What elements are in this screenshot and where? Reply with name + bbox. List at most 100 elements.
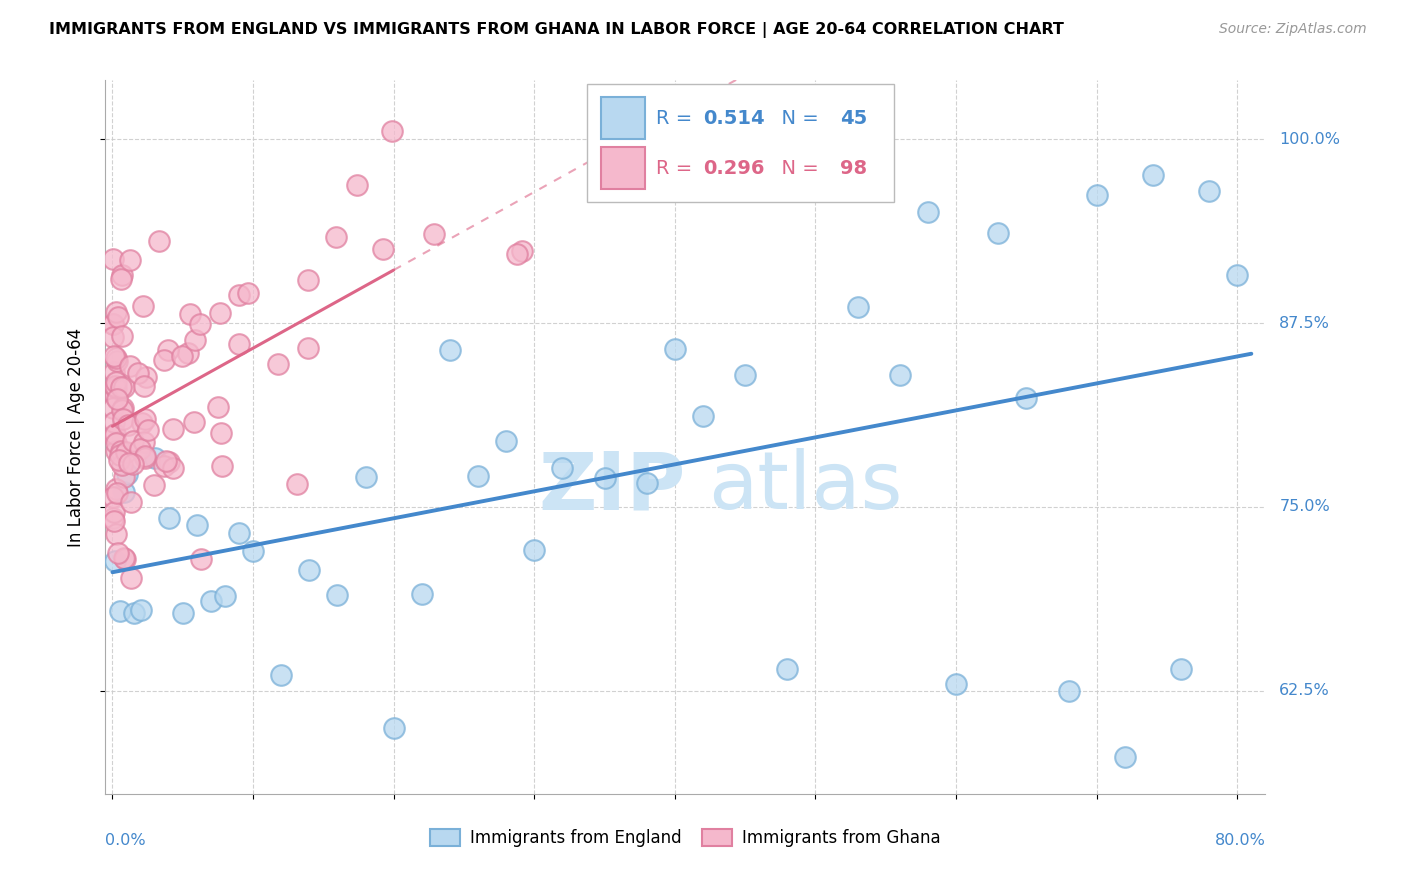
Point — [104, 554, 127, 568]
Bar — [600, 147, 645, 189]
Point — [692, 409, 714, 424]
Legend: Immigrants from England, Immigrants from Ghana: Immigrants from England, Immigrants from… — [423, 822, 948, 854]
Point — [157, 455, 180, 469]
Point — [734, 368, 756, 382]
Point — [228, 525, 250, 540]
Text: N =: N = — [769, 159, 825, 178]
Point — [776, 662, 799, 676]
Text: 0.296: 0.296 — [703, 159, 765, 178]
Point — [111, 329, 134, 343]
Text: 87.5%: 87.5% — [1279, 316, 1330, 331]
Point — [297, 273, 319, 287]
Text: 98: 98 — [839, 159, 868, 178]
Point — [636, 476, 658, 491]
Point — [107, 310, 129, 324]
Point — [162, 460, 184, 475]
Point — [104, 482, 127, 496]
Point — [287, 477, 309, 491]
Point — [987, 227, 1010, 241]
Point — [172, 606, 194, 620]
Point — [108, 604, 131, 618]
Point — [134, 450, 156, 465]
Point — [135, 370, 157, 384]
Point — [846, 301, 869, 315]
Point — [103, 429, 125, 443]
Point — [111, 412, 134, 426]
Point — [298, 563, 321, 577]
Point — [467, 468, 489, 483]
Point — [122, 457, 145, 471]
Point — [136, 423, 159, 437]
Point — [889, 368, 911, 383]
Point — [177, 346, 200, 360]
Point — [104, 305, 127, 319]
Point — [129, 603, 152, 617]
Point — [1057, 684, 1080, 698]
Point — [108, 452, 131, 467]
Point — [214, 589, 236, 603]
Point — [162, 422, 184, 436]
Y-axis label: In Labor Force | Age 20-64: In Labor Force | Age 20-64 — [66, 327, 84, 547]
Text: R =: R = — [657, 159, 699, 178]
Point — [111, 403, 134, 417]
Point — [115, 467, 138, 481]
Point — [945, 676, 967, 690]
Point — [131, 416, 153, 430]
Point — [157, 511, 180, 525]
Point — [228, 287, 250, 301]
Point — [132, 299, 155, 313]
Text: 75.0%: 75.0% — [1279, 500, 1330, 515]
Text: 0.0%: 0.0% — [105, 833, 146, 848]
Point — [1015, 391, 1038, 405]
Point — [104, 381, 127, 395]
Point — [238, 286, 260, 301]
Point — [103, 349, 125, 363]
Text: 100.0%: 100.0% — [1279, 132, 1340, 146]
Point — [228, 336, 250, 351]
Point — [112, 485, 135, 500]
Point — [132, 435, 155, 450]
Point — [188, 317, 211, 331]
Point — [101, 401, 124, 415]
Point — [110, 443, 132, 458]
Point — [142, 478, 165, 492]
Point — [211, 459, 233, 474]
Point — [110, 458, 132, 472]
Point — [593, 470, 616, 484]
Text: 45: 45 — [839, 109, 868, 128]
Point — [270, 668, 292, 682]
Point — [117, 417, 139, 432]
Point — [120, 571, 142, 585]
Point — [172, 349, 194, 363]
Text: 80.0%: 80.0% — [1215, 833, 1265, 848]
Point — [111, 268, 134, 282]
Point — [157, 343, 180, 357]
Point — [209, 306, 232, 320]
Point — [1170, 662, 1192, 676]
Point — [804, 166, 827, 180]
Point — [104, 351, 127, 365]
Point — [664, 342, 686, 356]
Point — [103, 510, 125, 524]
Point — [120, 252, 142, 267]
Text: Source: ZipAtlas.com: Source: ZipAtlas.com — [1219, 22, 1367, 37]
Point — [127, 366, 149, 380]
Point — [129, 442, 152, 456]
Point — [523, 543, 546, 558]
Text: R =: R = — [657, 109, 699, 128]
Point — [155, 454, 177, 468]
Point — [114, 445, 136, 459]
Point — [110, 272, 132, 286]
Point — [112, 550, 135, 565]
Point — [186, 518, 208, 533]
Point — [423, 227, 446, 241]
Point — [1226, 268, 1249, 282]
Point — [148, 234, 170, 248]
Point — [103, 365, 125, 379]
Text: IMMIGRANTS FROM ENGLAND VS IMMIGRANTS FROM GHANA IN LABOR FORCE | AGE 20-64 CORR: IMMIGRANTS FROM ENGLAND VS IMMIGRANTS FR… — [49, 22, 1064, 38]
Point — [110, 380, 132, 394]
Point — [118, 456, 141, 470]
Point — [439, 343, 461, 357]
Point — [120, 495, 142, 509]
Point — [104, 444, 127, 458]
